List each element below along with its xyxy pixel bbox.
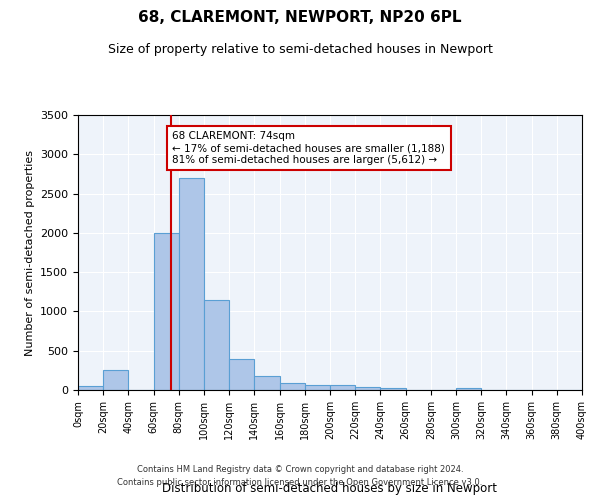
Text: Contains HM Land Registry data © Crown copyright and database right 2024.: Contains HM Land Registry data © Crown c… — [137, 466, 463, 474]
Bar — [154, 233, 179, 390]
Text: Distribution of semi-detached houses by size in Newport: Distribution of semi-detached houses by … — [163, 482, 497, 495]
Bar — [456, 388, 481, 390]
Text: 68, CLAREMONT, NEWPORT, NP20 6PL: 68, CLAREMONT, NEWPORT, NP20 6PL — [138, 10, 462, 25]
Bar — [254, 376, 280, 390]
Bar — [380, 388, 406, 390]
Text: Contains public sector information licensed under the Open Government Licence v3: Contains public sector information licen… — [118, 478, 482, 487]
Bar — [103, 370, 128, 390]
Text: 68 CLAREMONT: 74sqm
← 17% of semi-detached houses are smaller (1,188)
81% of sem: 68 CLAREMONT: 74sqm ← 17% of semi-detach… — [173, 132, 445, 164]
Bar — [179, 178, 204, 390]
Bar — [229, 358, 254, 390]
Bar — [305, 386, 330, 390]
Text: Size of property relative to semi-detached houses in Newport: Size of property relative to semi-detach… — [107, 42, 493, 56]
Bar — [330, 386, 355, 390]
Bar — [204, 300, 229, 390]
Bar — [78, 386, 103, 390]
Bar — [355, 387, 380, 390]
Y-axis label: Number of semi-detached properties: Number of semi-detached properties — [25, 150, 35, 356]
Bar — [280, 383, 305, 390]
